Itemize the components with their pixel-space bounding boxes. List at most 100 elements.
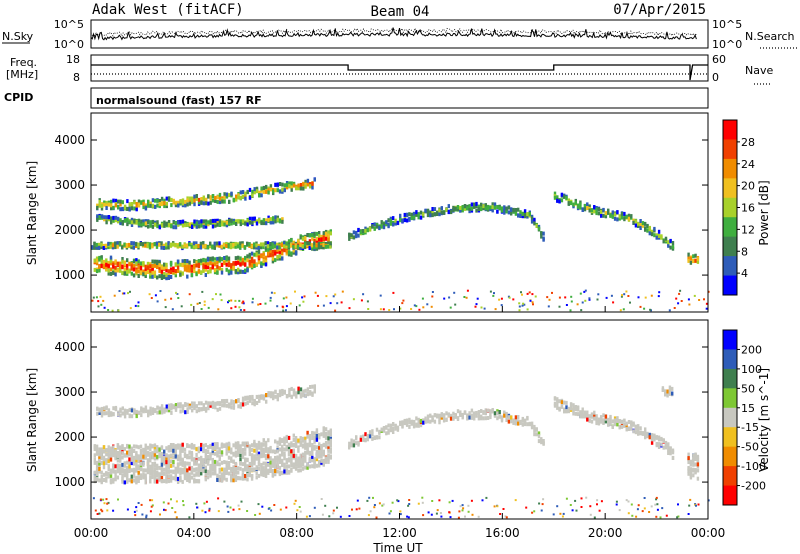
scatter-cell (195, 224, 198, 229)
scatter-cell (214, 218, 217, 223)
scatter-cell (200, 471, 203, 476)
scatter-cell (322, 452, 325, 457)
scatter-cell (167, 474, 170, 479)
scatter-cell (239, 404, 242, 409)
scatter-cell (181, 448, 184, 453)
scatter-cell (158, 475, 161, 480)
scatter-cell (299, 394, 303, 399)
scatter-cell (237, 270, 240, 275)
scatter-cell (211, 198, 215, 203)
scatter-cell (565, 400, 568, 405)
scatter-cell (197, 197, 201, 202)
scatter-cell (172, 448, 175, 453)
scatter-cell (181, 223, 185, 228)
scatter-cell (264, 302, 267, 305)
scatter-cell (415, 212, 418, 217)
scatter-cell (483, 307, 486, 310)
scatter-cell (373, 506, 376, 509)
scatter-cell (310, 243, 314, 248)
scatter-cell (209, 219, 212, 224)
scatter-cell (283, 241, 286, 246)
scatter-cell (327, 430, 330, 435)
scatter-cell (692, 259, 695, 264)
scatter-cell (107, 202, 111, 207)
scatter-cell (315, 428, 319, 433)
scatter-cell (439, 512, 442, 514)
scatter-cell (297, 241, 300, 246)
scatter-cell (116, 261, 120, 266)
scatter-cell (264, 461, 268, 466)
scatter-cell (140, 406, 143, 411)
scatter-cell (327, 439, 330, 444)
scatter-cell (230, 401, 233, 406)
scatter-cell (126, 271, 129, 276)
scatter-cell (237, 195, 240, 200)
scatter-cell (214, 403, 217, 408)
scatter-cell (276, 188, 279, 193)
scatter-cell (235, 222, 238, 226)
scatter-cell (558, 305, 561, 308)
scatter-cell (98, 264, 101, 269)
scatter-cell (103, 411, 106, 416)
scatter-cell (405, 218, 409, 223)
scatter-cell (234, 450, 238, 455)
scatter-cell (139, 476, 143, 480)
scatter-cell (405, 418, 409, 423)
scatter-cell (220, 467, 224, 472)
scatter-cell (521, 416, 524, 421)
scatter-cell (112, 463, 115, 468)
scatter-cell (306, 387, 310, 392)
scatter-cell (149, 479, 152, 484)
scatter-cell (650, 505, 653, 508)
scatter-cell (620, 295, 623, 298)
scatter-cell (320, 454, 323, 459)
scatter-cell (306, 434, 309, 439)
scatter-cell (521, 293, 523, 296)
scatter-cell (151, 244, 154, 249)
scatter-cell (705, 307, 708, 310)
scatter-cell (368, 434, 372, 439)
scatter-cell (149, 510, 152, 513)
scatter-cell (202, 241, 205, 246)
scatter-cell (579, 410, 582, 415)
scatter-cell (292, 250, 295, 255)
scatter-cell (156, 449, 159, 454)
scatter-cell (160, 241, 163, 246)
scatter-cell (641, 510, 644, 513)
scatter-cell (251, 394, 254, 399)
nsky-trace (90, 27, 697, 41)
scatter-cell (197, 470, 201, 475)
scatter-cell (107, 413, 111, 418)
scatter-cell (669, 238, 672, 243)
scatter-cell (262, 256, 265, 261)
scatter-cell (128, 469, 131, 473)
scatter-cell (304, 436, 307, 441)
scatter-cell (179, 447, 182, 452)
scatter-cell (514, 419, 518, 424)
scatter-cell (179, 456, 182, 460)
scatter-cell (426, 303, 429, 306)
scatter-cell (510, 211, 513, 216)
scatter-cell (213, 446, 217, 450)
scatter-cell (276, 440, 279, 445)
scatter-cell (318, 433, 321, 438)
scatter-cell (597, 417, 601, 422)
scatter-cell (600, 416, 603, 421)
scatter-cell (200, 464, 203, 469)
scatter-cell (144, 468, 147, 473)
scatter-cell (216, 270, 219, 275)
scatter-cell (179, 409, 182, 414)
scatter-cell (179, 272, 182, 277)
scatter-cell (417, 423, 420, 428)
scatter-cell (128, 466, 131, 471)
scatter-cell (316, 294, 319, 297)
scatter-cell (137, 301, 140, 304)
scatter-cell (303, 245, 307, 250)
scatter-cell (257, 249, 261, 254)
scatter-cell (283, 248, 286, 253)
scatter-cell (225, 220, 229, 225)
scatter-cell (213, 466, 217, 471)
scatter-cell (660, 436, 663, 441)
scatter-cell (102, 498, 105, 501)
scatter-cell (332, 512, 335, 515)
